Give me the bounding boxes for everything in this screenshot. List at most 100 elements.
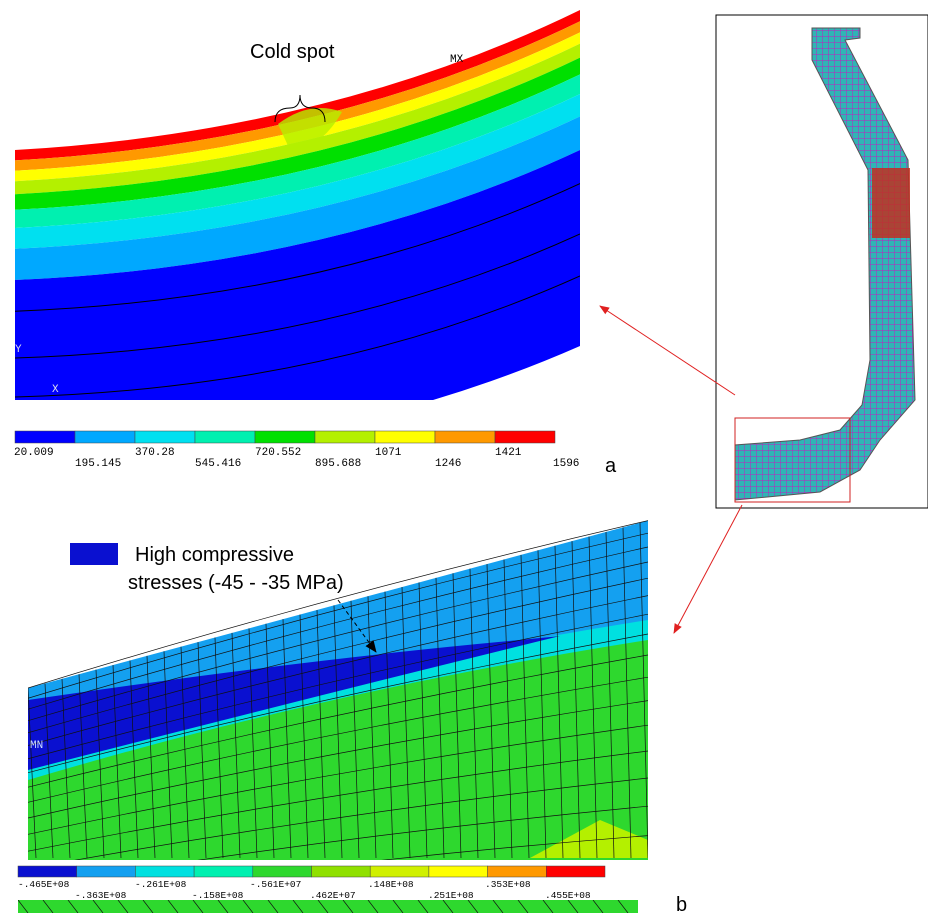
mesh-line [28,654,648,788]
mesh-line [639,522,648,859]
mesh-line [392,900,404,913]
band [15,116,580,281]
contour-line [15,183,580,312]
mesh-line [192,900,204,913]
colorbar-labels: 20.009 370.28 720.552 1071 1421 195.145 … [14,447,579,470]
mesh-line [180,646,190,859]
legend-label: .148E+08 [368,879,414,890]
band [15,43,580,195]
mesh-line [542,900,554,913]
colorbar-cell [487,865,547,878]
legend-label: -.561E+07 [250,879,301,890]
legend-label: -.261E+08 [135,879,187,890]
annotation: Cold spot [250,41,335,63]
colorbar-cell [17,865,77,878]
mesh-line [417,900,429,913]
colorbar-cell [76,865,136,878]
mesh-line [317,900,329,913]
legend-label: 720.552 [255,447,301,459]
brace [274,94,326,123]
mesh-line [214,637,224,859]
zoom-box [734,417,851,503]
contour-line [15,233,580,359]
mesh-line [61,678,71,859]
mesh-line [231,632,241,859]
legend-label: -.465E+08 [18,879,70,890]
band [15,94,580,249]
max-label: MX [450,54,464,66]
legend-label: 545.416 [195,458,241,470]
legend-text: High compressive [135,544,294,566]
mesh-line [74,777,648,860]
mesh-line [28,546,648,710]
colorbar-cell [369,865,430,878]
mesh-strip [18,900,638,913]
mesh-line [517,900,529,913]
colorbar-cell [494,430,556,444]
colorbar-cell [194,430,256,444]
legend-label: 370.28 [135,447,175,459]
mesh-line [242,900,254,913]
overview-mesh [734,27,916,501]
mesh-line [28,613,648,760]
mesh-line [492,900,504,913]
mesh-line [117,900,129,913]
legend-label: -.158E+08 [192,890,244,901]
mesh-line [197,642,207,859]
white-cut [15,0,580,150]
mesh-line [163,651,173,859]
stress-field [28,500,648,860]
mesh-line [28,687,37,859]
mesh-line [442,900,454,913]
mesh-line [78,674,88,859]
mesh-line [381,835,648,860]
mesh-line [622,527,632,859]
arrow [599,305,736,396]
mesh-line [28,595,648,746]
mesh-line [28,633,648,774]
mesh-line [617,900,629,913]
mesh-line [605,531,615,859]
band [15,57,580,210]
mesh-line [18,900,29,913]
mesh-line [129,660,139,859]
mesh-line [282,619,292,859]
mesh-line [452,573,462,859]
colorbar-cell [311,865,371,878]
mesh-line [28,561,648,722]
colorbar-cell [434,430,496,444]
region [530,820,648,858]
legend-label: -.363E+08 [75,890,127,901]
mesh-line [588,536,598,859]
overview-region [872,168,910,238]
mesh-line [265,623,275,859]
legend-label: .455E+08 [545,890,591,901]
mesh-line [67,900,79,913]
mesh-line [44,683,54,859]
temperature-field [15,0,580,400]
strip [18,900,638,913]
mesh-line [467,900,479,913]
legend-label: 195.145 [75,458,121,470]
mesh-line [28,577,648,734]
mesh-line [316,609,326,859]
mesh-line [367,900,379,913]
mesh-line [28,676,648,803]
legend-label: 895.688 [315,458,361,470]
panel-label: b [676,894,687,913]
mesh-line [486,564,496,859]
legend-label: 1246 [435,458,461,470]
mesh-line [267,900,279,913]
mesh-line [28,724,648,835]
mesh-line [28,520,648,689]
mesh-line [112,665,122,859]
mesh-line [571,541,581,859]
colorbar-cell [314,430,376,444]
mesh-line [142,900,154,913]
colorbar-cell [546,865,606,878]
mesh-line [217,900,229,913]
mesh-line [248,628,258,859]
mesh-line [292,900,304,913]
mesh-line [401,587,411,859]
